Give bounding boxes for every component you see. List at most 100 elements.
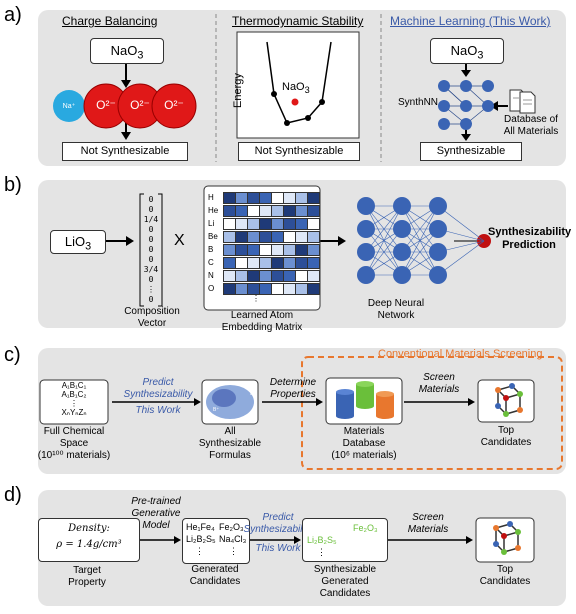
nao3-box-2: NaO3: [430, 38, 504, 64]
not-synth-2: Not Synthesizable: [238, 142, 360, 161]
generated-label: Generated Candidates: [189, 564, 241, 587]
generated-box: He₁Fe₄ Fe₂O₃ Li₂B₂S₅ Na₄Cl₃ ⋮ ⋮: [182, 518, 250, 564]
panel-label-a: a): [4, 4, 22, 26]
determine-label: Determine Properties: [269, 377, 317, 400]
matrix-row: H: [208, 191, 320, 204]
o-ion-3: [151, 83, 197, 129]
dnn-edge: [365, 205, 403, 253]
dnn-node: [357, 243, 375, 261]
matrix-row: C: [208, 256, 320, 269]
dnn-node: [393, 197, 411, 215]
element-label: Be: [208, 232, 218, 241]
top-cand-label-c: Top Candidates: [480, 425, 532, 448]
screening-title: Conventional Materials Screening: [378, 348, 543, 360]
vector-entry: 0: [148, 205, 154, 214]
target-label: Target Property: [68, 565, 106, 588]
dnn-node: [429, 220, 447, 238]
pt-label-1: B²⁺: [250, 391, 258, 397]
all-synth-label: All Synthesizable Formulas: [198, 426, 262, 461]
matrix-row: Li: [208, 217, 320, 230]
col2-title: Thermodynamic Stability: [232, 14, 364, 28]
comp-label: Composition Vector: [124, 306, 180, 329]
not-synth-1: Not Synthesizable: [62, 142, 188, 161]
vector-entry: 0: [148, 245, 154, 254]
gen-model-label: Pre-trained Generative Model: [131, 496, 181, 531]
vector-entry: 0: [148, 255, 154, 264]
vector-entry: 3/4: [143, 265, 159, 274]
synth-gen-box: Li₂B₂S₅ Fe₂O₃ ⋮: [302, 518, 388, 562]
matrix-cell: [307, 243, 320, 256]
panel-label-d: d): [4, 484, 22, 506]
thiswork-label-d: This Work: [255, 543, 301, 554]
database-label: Database of All Materials: [503, 114, 559, 137]
synth-box: Synthesizable: [420, 142, 522, 161]
vector-entry: ⋮: [147, 285, 155, 294]
vector-entry: 0: [148, 235, 154, 244]
matrix-cell: [307, 230, 320, 243]
element-label: He: [208, 206, 219, 215]
nao3-box-1: NaO3: [90, 38, 164, 64]
matrix-row: N: [208, 269, 320, 282]
matrix-cell: [307, 269, 320, 282]
embedding-matrix: H He Li Be B C N O: [208, 191, 320, 295]
element-label: H: [208, 193, 214, 202]
matrix-row: B: [208, 243, 320, 256]
document-icon: [509, 89, 536, 114]
matrix-cell: [307, 282, 320, 295]
dnn-node: [429, 243, 447, 261]
matrix-vdots: ⋮: [252, 294, 260, 303]
top-cand-label-d: Top Candidates: [479, 564, 531, 587]
o-label-1: O²⁻: [96, 98, 116, 112]
prediction-label: Synthesizability Prediction: [488, 226, 572, 251]
matrix-cell: [307, 191, 320, 204]
lio3-box: LiO3: [50, 230, 106, 254]
na-label: Na⁺: [62, 103, 76, 110]
o-label-3: O²⁻: [164, 98, 184, 112]
screen-label-c: Screen Materials: [418, 372, 460, 395]
dnn-node: [357, 197, 375, 215]
multiply-x: X: [174, 232, 185, 249]
dnn-edge: [401, 205, 439, 276]
dnn-node: [393, 243, 411, 261]
element-label: B: [208, 245, 214, 254]
dnn-edge: [365, 205, 403, 276]
pt-label-2: B⁺: [213, 407, 219, 413]
database-icon-blue: [336, 389, 354, 419]
vector-entry: 0: [148, 295, 154, 304]
formula-list: A₁B₁C₁ A₁B₁C₂ ⋮ XₙYₙZₙ: [61, 381, 87, 417]
matrix-cell: [307, 256, 320, 269]
dnn-edge: [365, 228, 403, 276]
panel-label-c: c): [4, 344, 21, 366]
element-label: O: [208, 284, 215, 293]
o-label-2: O²⁻: [130, 98, 150, 112]
element-label: C: [208, 258, 214, 267]
embed-label: Learned Atom Embedding Matrix: [221, 310, 303, 333]
vector-entry: 0: [148, 195, 154, 204]
database-icon-green: [356, 381, 374, 409]
na-ion: [53, 90, 85, 122]
vector-entry: 1/4: [143, 215, 159, 224]
vector-entry: 0: [148, 225, 154, 234]
dnn-node: [357, 266, 375, 284]
dnn-node: [357, 220, 375, 238]
element-label: Li: [208, 219, 215, 228]
dnn-node: [429, 266, 447, 284]
dnn-edge: [437, 205, 485, 242]
database-icon-orange: [376, 391, 394, 419]
density-box: Density: ρ = 1.4g/cm³: [38, 518, 140, 562]
predict-label-d: Predict Synthesizability: [243, 512, 313, 535]
db-label: Materials Database (10⁶ materials): [331, 426, 397, 461]
chemical-space-label: Full Chemical Space (10¹⁰⁰ materials): [37, 426, 111, 461]
matrix-row: Be: [208, 230, 320, 243]
dnn-edge: [437, 240, 485, 276]
dnn-node: [393, 220, 411, 238]
dnn-edge: [401, 205, 439, 253]
col3-title: Machine Learning (This Work): [390, 14, 551, 28]
synth-gen-label: Synthesizable Generated Candidates: [313, 564, 377, 599]
panel-label-b: b): [4, 174, 22, 196]
matrix-cell: [307, 217, 320, 230]
dnn-node: [429, 197, 447, 215]
col1-title: Charge Balancing: [62, 14, 158, 28]
